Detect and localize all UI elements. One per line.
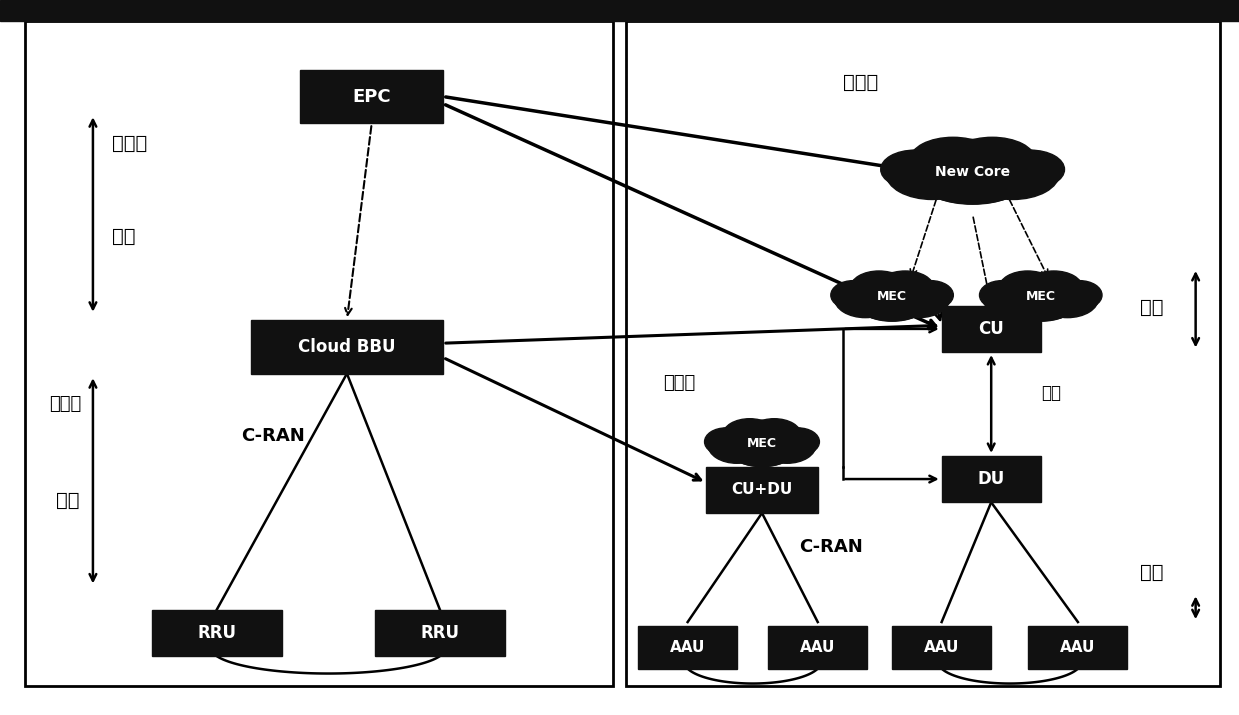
- Text: EPC: EPC: [352, 87, 392, 106]
- FancyBboxPatch shape: [768, 626, 867, 669]
- Ellipse shape: [724, 419, 777, 450]
- Text: AAU: AAU: [670, 640, 705, 654]
- Ellipse shape: [707, 426, 766, 463]
- Ellipse shape: [860, 290, 924, 321]
- Ellipse shape: [999, 271, 1056, 305]
- Ellipse shape: [1037, 279, 1099, 317]
- Text: MEC: MEC: [747, 437, 777, 450]
- FancyBboxPatch shape: [1028, 626, 1127, 669]
- Ellipse shape: [980, 281, 1025, 310]
- Ellipse shape: [747, 419, 800, 450]
- Ellipse shape: [1057, 281, 1101, 310]
- FancyBboxPatch shape: [250, 320, 444, 373]
- Text: New Core: New Core: [935, 164, 1010, 179]
- Ellipse shape: [705, 428, 747, 455]
- Ellipse shape: [834, 279, 896, 317]
- Ellipse shape: [888, 279, 950, 317]
- FancyBboxPatch shape: [151, 609, 281, 656]
- Ellipse shape: [831, 281, 876, 310]
- Ellipse shape: [996, 150, 1064, 189]
- Ellipse shape: [731, 437, 793, 467]
- Ellipse shape: [911, 139, 1035, 204]
- Text: 中传: 中传: [1041, 384, 1061, 403]
- Ellipse shape: [850, 272, 934, 321]
- Bar: [626, 21, 1220, 686]
- Ellipse shape: [758, 426, 817, 463]
- Text: 回传: 回传: [112, 227, 135, 245]
- Ellipse shape: [966, 148, 1059, 199]
- Ellipse shape: [724, 420, 800, 466]
- FancyBboxPatch shape: [706, 467, 818, 513]
- Ellipse shape: [999, 272, 1083, 321]
- FancyBboxPatch shape: [942, 456, 1041, 502]
- Text: AAU: AAU: [924, 640, 959, 654]
- Bar: [25, 21, 613, 686]
- Text: CU+DU: CU+DU: [731, 483, 793, 497]
- Text: AAU: AAU: [1061, 640, 1095, 654]
- Text: C-RAN: C-RAN: [242, 427, 305, 445]
- Text: 前传: 前传: [1140, 563, 1163, 581]
- Bar: [0, 0, 1239, 21]
- Ellipse shape: [1026, 271, 1083, 305]
- Text: 骨干网: 骨干网: [112, 134, 146, 152]
- FancyBboxPatch shape: [892, 626, 991, 669]
- Ellipse shape: [908, 281, 953, 310]
- Ellipse shape: [1009, 290, 1073, 321]
- Text: 城域网: 城域网: [50, 395, 82, 413]
- FancyBboxPatch shape: [942, 306, 1041, 352]
- Ellipse shape: [777, 428, 819, 455]
- Text: Cloud BBU: Cloud BBU: [299, 337, 395, 356]
- Text: CU: CU: [979, 320, 1004, 338]
- Text: 城域网: 城域网: [663, 373, 695, 392]
- Ellipse shape: [850, 271, 907, 305]
- Ellipse shape: [949, 137, 1035, 182]
- Text: AAU: AAU: [800, 640, 835, 654]
- Text: C-RAN: C-RAN: [799, 538, 862, 556]
- Ellipse shape: [881, 150, 949, 189]
- Text: RRU: RRU: [197, 623, 237, 642]
- Text: 回传: 回传: [1140, 298, 1163, 317]
- Text: 前传: 前传: [56, 491, 79, 510]
- FancyBboxPatch shape: [638, 626, 737, 669]
- Ellipse shape: [911, 137, 996, 182]
- FancyBboxPatch shape: [300, 69, 444, 123]
- Ellipse shape: [886, 148, 979, 199]
- Text: DU: DU: [978, 470, 1005, 488]
- FancyBboxPatch shape: [374, 609, 506, 656]
- Ellipse shape: [923, 163, 1022, 204]
- Text: MEC: MEC: [1026, 290, 1056, 303]
- Ellipse shape: [983, 279, 1044, 317]
- Text: MEC: MEC: [877, 290, 907, 303]
- Text: RRU: RRU: [420, 623, 460, 642]
- Text: 骨干网: 骨干网: [843, 73, 877, 92]
- Ellipse shape: [877, 271, 934, 305]
